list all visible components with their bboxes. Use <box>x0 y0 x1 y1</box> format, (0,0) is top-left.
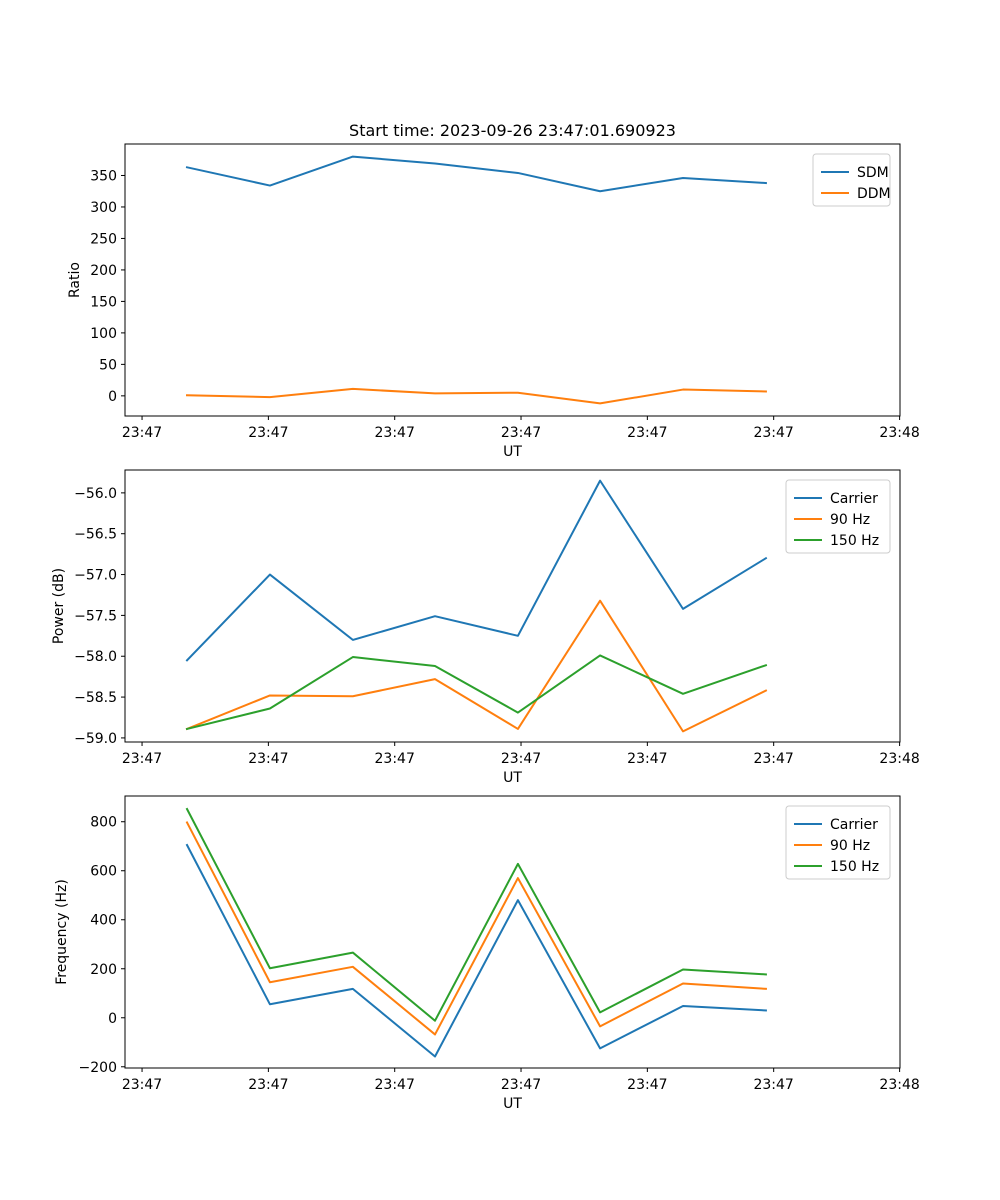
legend: Carrier 90 Hz 150 Hz <box>785 479 891 554</box>
x-tick-label: 23:48 <box>879 1077 919 1093</box>
x-axis-label: UT <box>503 444 522 460</box>
y-tick-label: 50 <box>99 357 117 373</box>
x-tick-label: 23:47 <box>627 425 667 441</box>
y-tick-label: 600 <box>90 864 117 880</box>
y-tick-label: 0 <box>108 389 117 405</box>
y-tick-label: 300 <box>90 200 117 216</box>
x-tick-label: 23:47 <box>122 751 162 767</box>
x-tick-label: 23:47 <box>248 1077 288 1093</box>
chart-title: Start time: 2023-09-26 23:47:01.690923 <box>349 121 676 140</box>
y-tick-label: 350 <box>90 168 117 184</box>
x-tick-label: 23:47 <box>501 751 541 767</box>
legend-label: 90 Hz <box>830 512 870 528</box>
y-tick-label: 200 <box>90 962 117 978</box>
legend: Carrier 90 Hz 150 Hz <box>785 805 891 880</box>
x-axis-label: UT <box>503 770 522 786</box>
series-line-carrier <box>185 479 768 662</box>
axes-frame <box>124 143 901 417</box>
x-tick-label: 23:47 <box>753 751 793 767</box>
y-tick-label: −56.5 <box>74 527 117 543</box>
x-tick-label: 23:47 <box>501 1077 541 1093</box>
y-tick-label: 400 <box>90 913 117 929</box>
y-tick-label: −57.0 <box>74 568 117 584</box>
legend-label: 150 Hz <box>830 533 879 549</box>
y-tick-label: 200 <box>90 263 117 279</box>
y-tick-label: 800 <box>90 815 117 831</box>
subplot-1: Start time: 2023-09-26 23:47:01.690923 0 5… <box>67 121 920 460</box>
y-tick-label: −57.5 <box>74 608 117 624</box>
subplot-3: −200 0 200 400 600 800 23:47 23:47 23:47 23:47 23:… <box>54 795 920 1112</box>
legend: SDM DDM <box>812 153 891 207</box>
y-tick-label: 0 <box>108 1011 117 1027</box>
y-axis-label: Frequency (Hz) <box>54 879 70 985</box>
y-axis-label: Power (dB) <box>51 568 67 644</box>
series-line-150-hz <box>185 807 767 1022</box>
series-line-150-hz <box>185 654 768 731</box>
x-tick-label: 23:47 <box>627 1077 667 1093</box>
axes-frame <box>124 795 901 1069</box>
series-line-carrier <box>185 843 767 1058</box>
y-tick-label: −58.5 <box>74 690 117 706</box>
x-tick-label: 23:47 <box>627 751 667 767</box>
y-tick-label: −58.0 <box>74 649 117 665</box>
x-tick-label: 23:47 <box>375 751 415 767</box>
y-tick-label: 100 <box>90 326 117 342</box>
y-tick-label: −56.0 <box>74 486 117 502</box>
legend-label: Carrier <box>830 491 878 507</box>
subplot-2: −59.0 −58.5 −58.0 −57.5 −57.0 −56.5 −56.0 23:47… <box>51 469 920 786</box>
series-line-ddm <box>185 387 767 405</box>
x-tick-label: 23:47 <box>753 425 793 441</box>
x-tick-label: 23:47 <box>122 425 162 441</box>
x-tick-label: 23:47 <box>248 425 288 441</box>
x-tick-label: 23:47 <box>248 751 288 767</box>
x-tick-label: 23:47 <box>753 1077 793 1093</box>
series-line-sdm <box>185 155 767 193</box>
x-axis-label: UT <box>503 1096 522 1112</box>
series-line-90-hz <box>185 821 767 1036</box>
y-tick-label: 150 <box>90 294 117 310</box>
y-tick-label: 250 <box>90 231 117 247</box>
y-axis-label: Ratio <box>67 262 83 298</box>
series-line-90-hz <box>185 599 768 733</box>
legend-label: 90 Hz <box>830 838 870 854</box>
x-tick-label: 23:47 <box>501 425 541 441</box>
y-tick-label: −59.0 <box>74 731 117 747</box>
x-tick-label: 23:47 <box>375 425 415 441</box>
legend-label: SDM <box>857 165 889 181</box>
x-tick-label: 23:48 <box>879 425 919 441</box>
legend-label: 150 Hz <box>830 859 879 875</box>
legend-label: Carrier <box>830 817 878 833</box>
x-tick-label: 23:48 <box>879 751 919 767</box>
x-tick-label: 23:47 <box>122 1077 162 1093</box>
y-tick-label: −200 <box>79 1060 117 1076</box>
axes-frame <box>124 469 901 743</box>
x-tick-label: 23:47 <box>375 1077 415 1093</box>
legend-label: DDM <box>857 186 891 202</box>
